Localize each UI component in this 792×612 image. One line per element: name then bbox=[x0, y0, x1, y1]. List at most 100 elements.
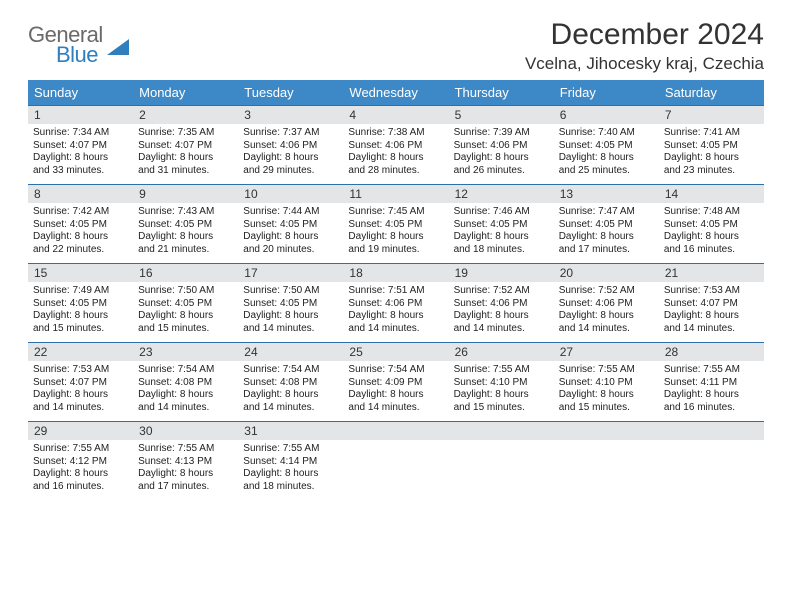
sunset-text: Sunset: 4:10 PM bbox=[559, 377, 654, 390]
calendar-cell: 1Sunrise: 7:34 AMSunset: 4:07 PMDaylight… bbox=[28, 106, 133, 184]
calendar-cell: 7Sunrise: 7:41 AMSunset: 4:05 PMDaylight… bbox=[659, 106, 764, 184]
cell-body bbox=[659, 440, 764, 490]
sunrise-text: Sunrise: 7:34 AM bbox=[33, 127, 128, 140]
daylight1-text: Daylight: 8 hours bbox=[243, 468, 338, 481]
sunrise-text: Sunrise: 7:42 AM bbox=[33, 206, 128, 219]
cell-body: Sunrise: 7:40 AMSunset: 4:05 PMDaylight:… bbox=[554, 124, 659, 181]
daylight2-text: and 26 minutes. bbox=[454, 165, 549, 178]
sunrise-text: Sunrise: 7:47 AM bbox=[559, 206, 654, 219]
daylight1-text: Daylight: 8 hours bbox=[348, 152, 443, 165]
day-number: 24 bbox=[238, 343, 343, 361]
daylight2-text: and 14 minutes. bbox=[243, 323, 338, 336]
daylight1-text: Daylight: 8 hours bbox=[559, 231, 654, 244]
calendar-cell: 18Sunrise: 7:51 AMSunset: 4:06 PMDayligh… bbox=[343, 264, 448, 342]
sunset-text: Sunset: 4:06 PM bbox=[348, 298, 443, 311]
daylight2-text: and 14 minutes. bbox=[664, 323, 759, 336]
calendar-cell: 14Sunrise: 7:48 AMSunset: 4:05 PMDayligh… bbox=[659, 185, 764, 263]
daylight2-text: and 14 minutes. bbox=[348, 402, 443, 415]
sunrise-text: Sunrise: 7:44 AM bbox=[243, 206, 338, 219]
calendar-cell: 31 Sunrise: 7:55 AMSunset: 4:14 PMDayligh… bbox=[238, 422, 343, 500]
daylight2-text: and 16 minutes. bbox=[664, 244, 759, 257]
calendar-cell: 19Sunrise: 7:52 AMSunset: 4:06 PMDayligh… bbox=[449, 264, 554, 342]
cell-body: Sunrise: 7:43 AMSunset: 4:05 PMDaylight:… bbox=[133, 203, 238, 260]
calendar-body: 1Sunrise: 7:34 AMSunset: 4:07 PMDaylight… bbox=[28, 105, 764, 500]
cell-body: Sunrise: 7:55 AMSunset: 4:12 PMDaylight:… bbox=[28, 440, 133, 497]
sunset-text: Sunset: 4:09 PM bbox=[348, 377, 443, 390]
cell-body: Sunrise: 7:42 AMSunset: 4:05 PMDaylight:… bbox=[28, 203, 133, 260]
sunset-text: Sunset: 4:05 PM bbox=[138, 219, 233, 232]
day-number: 12 bbox=[449, 185, 554, 203]
calendar-cell: 2Sunrise: 7:35 AMSunset: 4:07 PMDaylight… bbox=[133, 106, 238, 184]
cell-body: Sunrise: 7:55 AMSunset: 4:11 PMDaylight:… bbox=[659, 361, 764, 418]
day-number: 26 bbox=[449, 343, 554, 361]
sunset-text: Sunset: 4:14 PM bbox=[243, 456, 338, 469]
daylight1-text: Daylight: 8 hours bbox=[454, 231, 549, 244]
weekday-sat: Saturday bbox=[659, 80, 764, 105]
calendar-cell: 24Sunrise: 7:54 AMSunset: 4:08 PMDayligh… bbox=[238, 343, 343, 421]
calendar-row: 1Sunrise: 7:34 AMSunset: 4:07 PMDaylight… bbox=[28, 105, 764, 184]
day-number: 3 bbox=[238, 106, 343, 124]
day-number bbox=[449, 422, 554, 440]
sunrise-text: Sunrise: 7:38 AM bbox=[348, 127, 443, 140]
cell-body: Sunrise: 7:41 AMSunset: 4:05 PMDaylight:… bbox=[659, 124, 764, 181]
day-number: 13 bbox=[554, 185, 659, 203]
daylight1-text: Daylight: 8 hours bbox=[454, 152, 549, 165]
cell-body: Sunrise: 7:48 AMSunset: 4:05 PMDaylight:… bbox=[659, 203, 764, 260]
sunset-text: Sunset: 4:12 PM bbox=[33, 456, 128, 469]
day-number: 31 bbox=[238, 422, 343, 440]
weekday-sun: Sunday bbox=[28, 80, 133, 105]
sunset-text: Sunset: 4:07 PM bbox=[33, 377, 128, 390]
daylight2-text: and 33 minutes. bbox=[33, 165, 128, 178]
sunset-text: Sunset: 4:05 PM bbox=[348, 219, 443, 232]
cell-body: Sunrise: 7:53 AMSunset: 4:07 PMDaylight:… bbox=[659, 282, 764, 339]
daylight1-text: Daylight: 8 hours bbox=[33, 389, 128, 402]
cell-body bbox=[449, 440, 554, 490]
sunrise-text: Sunrise: 7:40 AM bbox=[559, 127, 654, 140]
calendar-cell: 13 Sunrise: 7:47 AMSunset: 4:05 PMDayligh… bbox=[554, 185, 659, 263]
daylight2-text: and 17 minutes. bbox=[559, 244, 654, 257]
calendar-cell: 23Sunrise: 7:54 AMSunset: 4:08 PMDayligh… bbox=[133, 343, 238, 421]
location: Vcelna, Jihocesky kraj, Czechia bbox=[525, 54, 764, 74]
daylight1-text: Daylight: 8 hours bbox=[33, 310, 128, 323]
weekday-wed: Wednesday bbox=[343, 80, 448, 105]
cell-body: Sunrise: 7:54 AMSunset: 4:08 PMDaylight:… bbox=[133, 361, 238, 418]
sunrise-text: Sunrise: 7:55 AM bbox=[664, 364, 759, 377]
cell-body: Sunrise: 7:38 AMSunset: 4:06 PMDaylight:… bbox=[343, 124, 448, 181]
daylight2-text: and 21 minutes. bbox=[138, 244, 233, 257]
daylight2-text: and 18 minutes. bbox=[454, 244, 549, 257]
calendar-cell bbox=[554, 422, 659, 500]
day-number: 4 bbox=[343, 106, 448, 124]
cell-body: Sunrise: 7:44 AMSunset: 4:05 PMDaylight:… bbox=[238, 203, 343, 260]
sunset-text: Sunset: 4:11 PM bbox=[664, 377, 759, 390]
day-number: 30 bbox=[133, 422, 238, 440]
daylight2-text: and 14 minutes. bbox=[454, 323, 549, 336]
calendar-cell: 12Sunrise: 7:46 AMSunset: 4:05 PMDayligh… bbox=[449, 185, 554, 263]
weekday-tue: Tuesday bbox=[238, 80, 343, 105]
cell-body: Sunrise: 7:49 AMSunset: 4:05 PMDaylight:… bbox=[28, 282, 133, 339]
cell-body: Sunrise: 7:52 AMSunset: 4:06 PMDaylight:… bbox=[554, 282, 659, 339]
daylight1-text: Daylight: 8 hours bbox=[243, 310, 338, 323]
daylight2-text: and 14 minutes. bbox=[348, 323, 443, 336]
day-number: 29 bbox=[28, 422, 133, 440]
sunrise-text: Sunrise: 7:55 AM bbox=[243, 443, 338, 456]
calendar-cell: 8Sunrise: 7:42 AMSunset: 4:05 PMDaylight… bbox=[28, 185, 133, 263]
sunrise-text: Sunrise: 7:52 AM bbox=[559, 285, 654, 298]
cell-body: Sunrise: 7:55 AMSunset: 4:10 PMDaylight:… bbox=[554, 361, 659, 418]
daylight1-text: Daylight: 8 hours bbox=[243, 152, 338, 165]
sunrise-text: Sunrise: 7:50 AM bbox=[243, 285, 338, 298]
sunrise-text: Sunrise: 7:51 AM bbox=[348, 285, 443, 298]
calendar-cell: 21Sunrise: 7:53 AMSunset: 4:07 PMDayligh… bbox=[659, 264, 764, 342]
calendar-cell: 3Sunrise: 7:37 AMSunset: 4:06 PMDaylight… bbox=[238, 106, 343, 184]
daylight1-text: Daylight: 8 hours bbox=[559, 310, 654, 323]
sunset-text: Sunset: 4:08 PM bbox=[243, 377, 338, 390]
day-number: 27 bbox=[554, 343, 659, 361]
cell-body: Sunrise: 7:53 AMSunset: 4:07 PMDaylight:… bbox=[28, 361, 133, 418]
sunrise-text: Sunrise: 7:54 AM bbox=[243, 364, 338, 377]
logo: General Blue bbox=[28, 24, 133, 66]
calendar-row: 29Sunrise: 7:55 AMSunset: 4:12 PMDayligh… bbox=[28, 421, 764, 500]
sunrise-text: Sunrise: 7:45 AM bbox=[348, 206, 443, 219]
daylight1-text: Daylight: 8 hours bbox=[559, 389, 654, 402]
calendar-cell: 6Sunrise: 7:40 AMSunset: 4:05 PMDaylight… bbox=[554, 106, 659, 184]
header: General Blue December 2024 Vcelna, Jihoc… bbox=[28, 18, 764, 74]
sunset-text: Sunset: 4:05 PM bbox=[559, 219, 654, 232]
